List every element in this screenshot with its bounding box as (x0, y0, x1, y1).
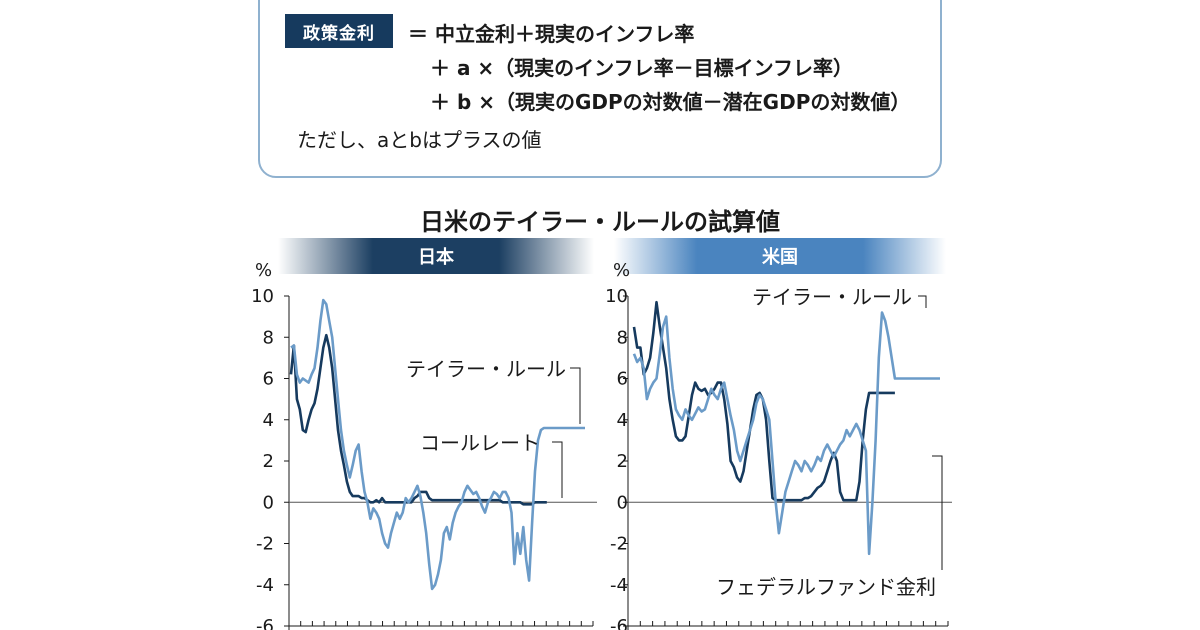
chart-title: 日米のテイラー・ルールの試算値 (420, 208, 780, 236)
us-y-tick-label: 4 (617, 410, 628, 431)
panel-header-us: 米国 (614, 238, 946, 274)
japan-y-tick-label: -6 (256, 616, 274, 630)
us-ffr-label: フェデラルファンド金利 (716, 575, 936, 599)
formula-box (258, 0, 942, 178)
us-y-tick-label: 2 (617, 451, 628, 472)
japan-y-unit: % (255, 260, 272, 281)
panel-title-us: 米国 (762, 247, 798, 268)
us-y-tick-label: -6 (610, 616, 628, 630)
us-ffr-leader (932, 455, 943, 570)
panel-header-japan: 日本 (278, 238, 594, 274)
formula-line-2: ＋ a ×（現実のインフレ率－目標インフレ率） (430, 56, 853, 80)
japan-y-tick-label: 8 (263, 327, 274, 348)
japan-series-taylor-rule-line (290, 298, 585, 591)
formula-line-3: ＋ b ×（現実のGDPの対数値－潜在GDPの対数値） (430, 90, 911, 114)
us-y-tick-label: 6 (617, 369, 628, 390)
us-y-unit: % (613, 260, 630, 281)
us-taylor-leader (918, 295, 927, 308)
japan-taylor-label: テイラー・ルール (406, 357, 566, 381)
japan-y-tick-label: -4 (256, 575, 274, 596)
us-y-tick-label: 10 (605, 286, 628, 307)
us-plot (632, 300, 940, 556)
us-series-policy-rate-line (632, 300, 895, 502)
japan-y-tick-label: -2 (256, 534, 274, 555)
japan-y-tick-label: 10 (251, 286, 274, 307)
us-y-axis: 10 8 6 4 2 0 -2 -4 -6 (605, 286, 952, 630)
japan-taylor-leader (570, 367, 581, 424)
panel-title-japan: 日本 (418, 247, 454, 268)
us-taylor-label: テイラー・ルール (752, 285, 912, 309)
japan-y-tick-label: 0 (263, 492, 274, 513)
japan-call-rate-label: コールレート (420, 431, 540, 455)
japan-y-tick-label: 2 (263, 451, 274, 472)
japan-y-axis: 10 8 6 4 2 0 -2 -4 -6 (251, 286, 597, 630)
policy-rate-label: 政策金利 (285, 14, 393, 48)
formula-note: ただし、aとbはプラスの値 (297, 128, 542, 152)
japan-call-rate-leader (552, 441, 563, 498)
us-series-taylor-rule-line (632, 311, 940, 556)
japan-y-tick-label: 4 (263, 410, 274, 431)
us-y-tick-label: -4 (610, 575, 628, 596)
japan-plot (289, 298, 585, 591)
us-y-tick-label: 0 (617, 492, 628, 513)
formula-line-1: ＝ 中立金利＋現実のインフレ率 (408, 22, 695, 46)
us-y-tick-label: 8 (617, 327, 628, 348)
us-y-tick-label: -2 (610, 534, 628, 555)
japan-y-tick-label: 6 (263, 369, 274, 390)
